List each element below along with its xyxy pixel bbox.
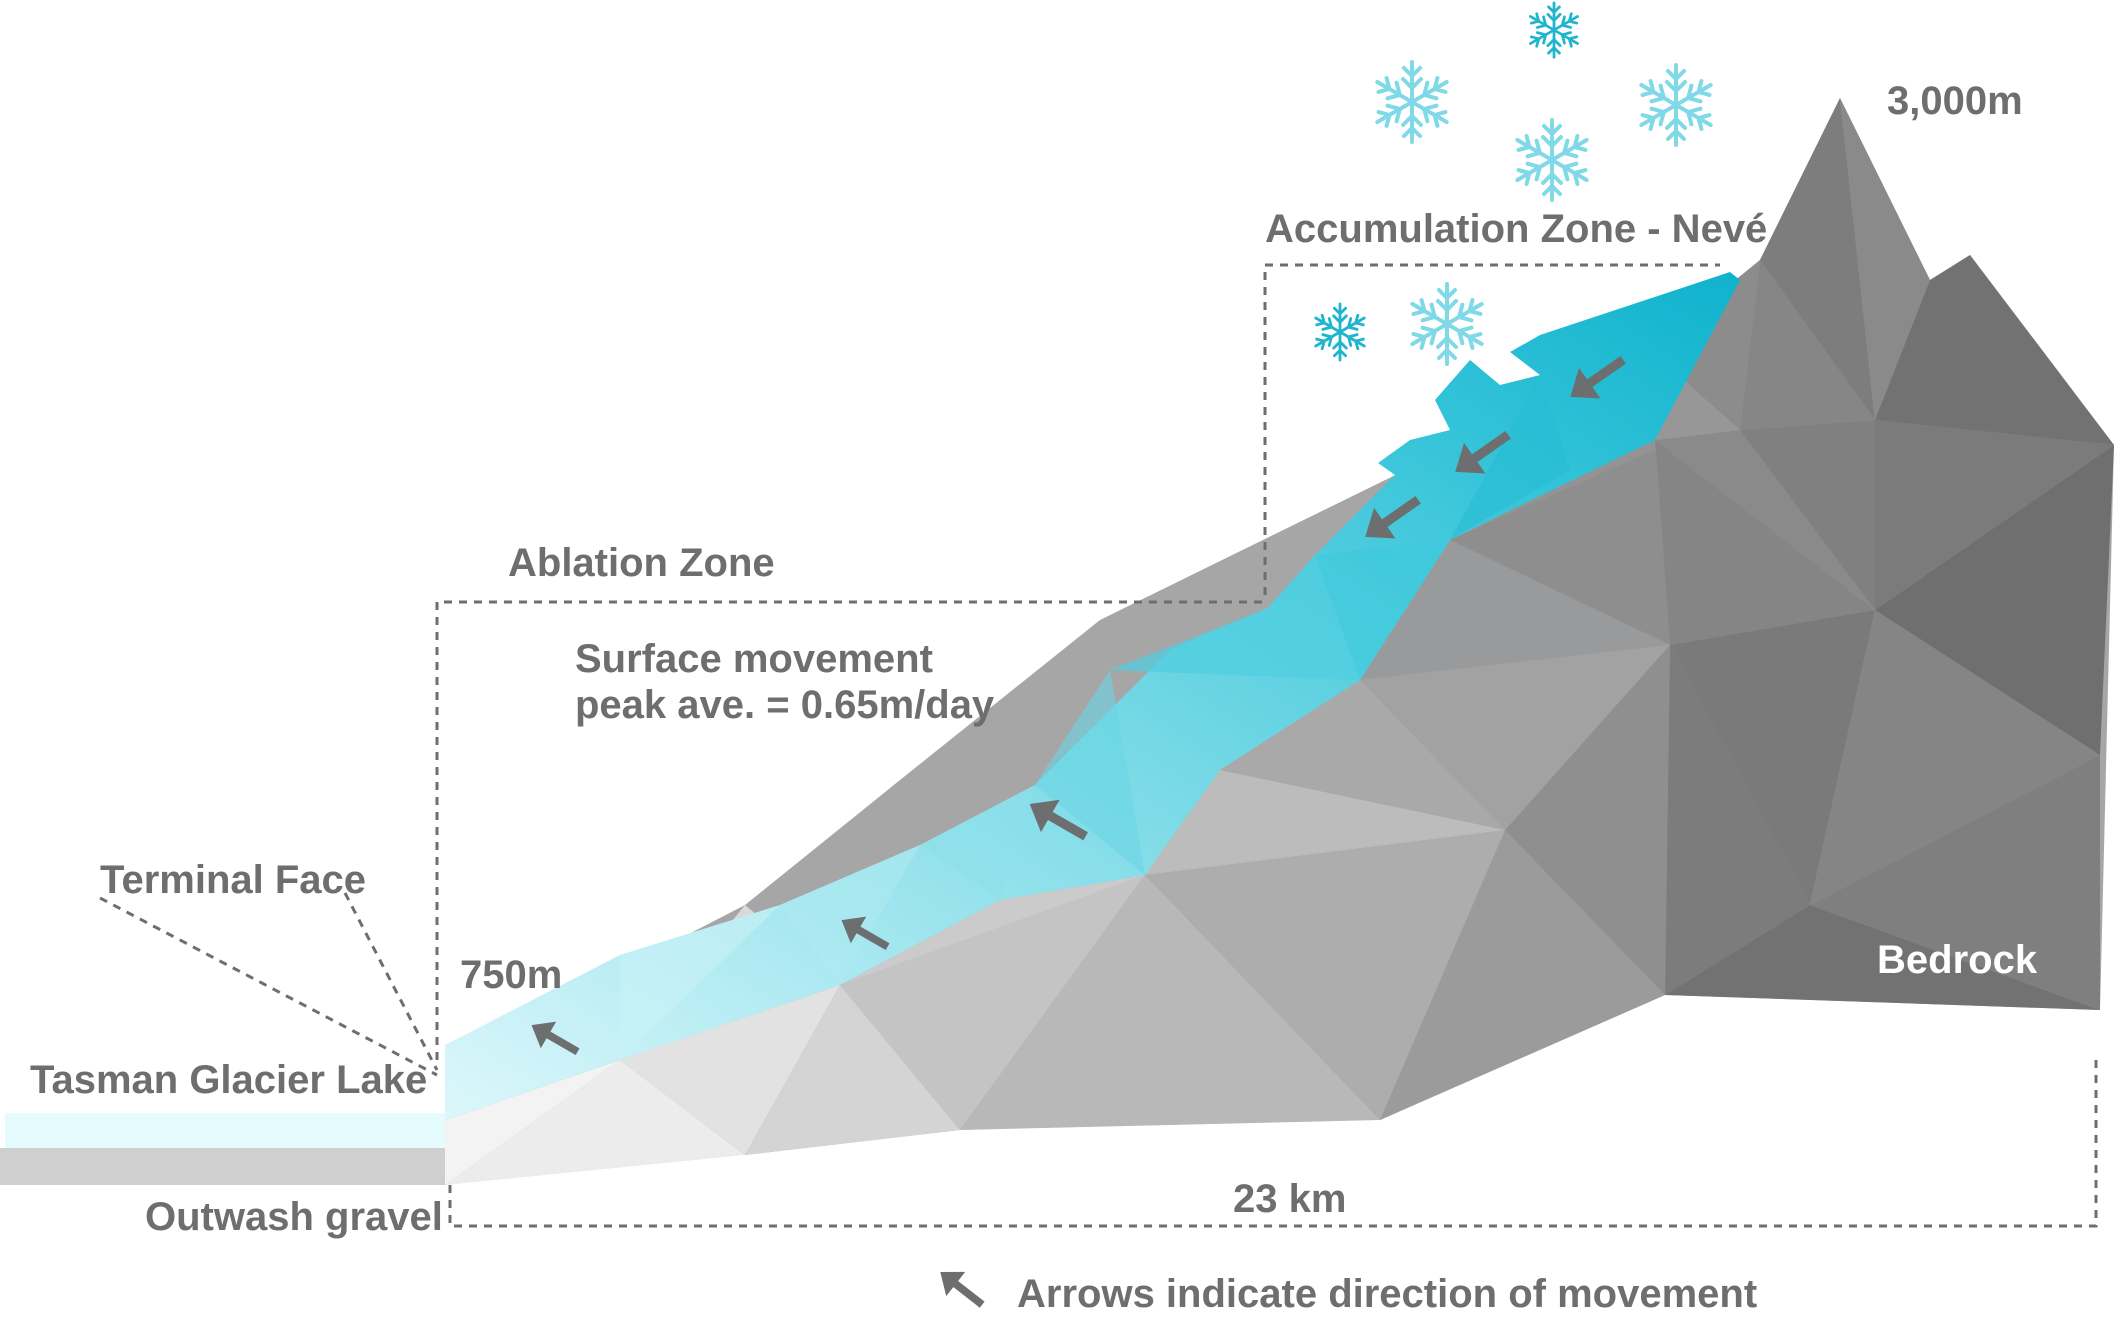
snowflake-icon — [1373, 62, 1451, 142]
legend-label: Arrows indicate direction of movement — [1017, 1272, 1757, 1316]
snowflake-icon — [1637, 65, 1715, 145]
ablation-zone-label: Ablation Zone — [508, 541, 775, 585]
surface-movement-label-1: Surface movement — [575, 637, 933, 681]
terminal-face-label: Terminal Face — [100, 858, 366, 902]
accumulation-zone-bracket — [1263, 263, 1720, 595]
glacier-ice — [445, 272, 1740, 1120]
outwash-label: Outwash gravel — [145, 1195, 443, 1239]
lake-water — [5, 1113, 445, 1148]
terminal-face-leader-2 — [343, 892, 439, 1071]
snowflake-icon — [1513, 120, 1591, 200]
snowflake-icon — [1313, 304, 1368, 360]
lake-label: Tasman Glacier Lake — [30, 1058, 427, 1102]
elevation-top-label: 3,000m — [1887, 79, 2023, 123]
terminal-face-leader — [99, 896, 438, 1077]
legend-arrow-icon — [931, 1260, 992, 1317]
bedrock-label: Bedrock — [1877, 938, 2038, 982]
snowflake-icon — [1527, 3, 1580, 57]
accumulation-zone-label: Accumulation Zone - Nevé — [1265, 207, 1767, 251]
surface-movement-label-2: peak ave. = 0.65m/day — [575, 683, 995, 727]
elevation-bottom-label: 750m — [460, 953, 562, 997]
length-bracket — [448, 1055, 2098, 1228]
ablation-zone-bracket — [435, 600, 1265, 1060]
length-label: 23 km — [1233, 1177, 1346, 1221]
snowflake-icon — [1408, 284, 1486, 364]
